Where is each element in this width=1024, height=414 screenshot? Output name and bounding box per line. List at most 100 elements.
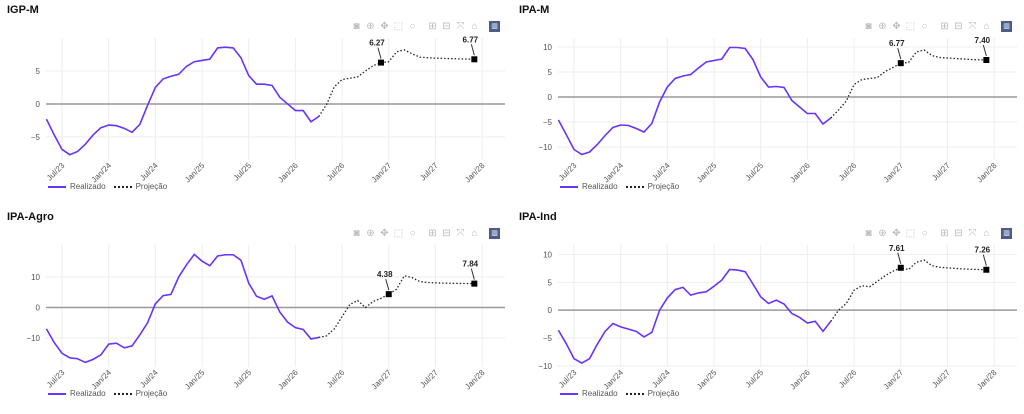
y-tick-label: 10 [543, 43, 552, 52]
plot-area[interactable]: Jul/23 Jan/24 Jul/24 Jan/25 Jul/25 Jan/26 Jul/… [512, 207, 1024, 414]
x-tick-label: Jan/24 [90, 368, 114, 392]
camera-icon[interactable]: ◙ [865, 21, 872, 32]
x-tick-label: Jul/24 [650, 368, 672, 390]
autoscale-icon[interactable]: ⤧ [456, 228, 465, 239]
annotation-label: 4.38 [377, 270, 393, 279]
legend-swatch-realized [48, 185, 66, 188]
camera-icon[interactable]: ◙ [353, 21, 360, 32]
chart-panel-igp-m: Jul/23 Jan/24 Jul/24 Jan/25 Jul/25 Jan/26 Jul/… [0, 0, 512, 207]
zoom-icon[interactable]: ⊕ [366, 21, 375, 32]
autoscale-icon[interactable]: ⤧ [968, 21, 977, 32]
lasso-icon[interactable]: ○ [921, 21, 928, 32]
pan-icon[interactable]: ✥ [380, 21, 389, 32]
pan-icon[interactable]: ✥ [892, 21, 901, 32]
annotation-marker [471, 280, 478, 287]
autoscale-icon[interactable]: ⤧ [456, 21, 465, 32]
box-select-icon[interactable]: ⬚ [393, 21, 404, 32]
box-select-icon[interactable]: ⬚ [393, 228, 404, 239]
y-tick-label: −10 [26, 334, 40, 343]
zoom-in-icon[interactable]: ⊞ [428, 21, 437, 32]
legend: Realizado Projeção [560, 389, 679, 398]
chart-title: IPA-M [519, 4, 550, 16]
legend-realized[interactable]: Realizado [582, 182, 618, 191]
x-tick-label: Jan/26 [788, 368, 812, 392]
x-tick-label: Jul/25 [744, 368, 766, 390]
x-tick-label: Jan/27 [882, 161, 906, 185]
x-tick-label: Jul/27 [418, 161, 440, 183]
legend-realized[interactable]: Realizado [70, 389, 106, 398]
lasso-icon[interactable]: ○ [921, 228, 928, 239]
x-tick-label: Jan/26 [788, 161, 812, 185]
home-icon[interactable]: ⌂ [983, 21, 990, 32]
annotation-arrow [982, 44, 987, 57]
x-tick-label: Jan/24 [602, 161, 626, 185]
plot-area[interactable]: Jul/23 Jan/24 Jul/24 Jan/25 Jul/25 Jan/26 Jul/… [0, 207, 512, 414]
legend-projection[interactable]: Projeção [647, 182, 680, 191]
plotly-logo-icon[interactable]: ▥ [489, 21, 500, 32]
x-tick-label: Jul/23 [45, 161, 67, 183]
plotly-logo-icon[interactable]: ▥ [489, 228, 500, 239]
legend-realized[interactable]: Realizado [70, 182, 106, 191]
legend-projection[interactable]: Projeção [135, 182, 168, 191]
legend-projection[interactable]: Projeção [135, 389, 168, 398]
camera-icon[interactable]: ◙ [353, 228, 360, 239]
annotation-label: 6.77 [889, 39, 905, 48]
x-tick-label: Jan/24 [602, 368, 626, 392]
pan-icon[interactable]: ✥ [380, 228, 389, 239]
y-tick-label: 0 [36, 100, 41, 109]
zoom-out-icon[interactable]: ⊟ [954, 228, 963, 239]
zoom-out-icon[interactable]: ⊟ [442, 21, 451, 32]
x-tick-label: Jan/28 [463, 161, 487, 185]
x-tick-label: Jan/25 [183, 161, 207, 185]
plot-area[interactable]: Jul/23 Jan/24 Jul/24 Jan/25 Jul/25 Jan/26 Jul/… [0, 0, 512, 207]
plotly-logo-icon[interactable]: ▥ [1001, 228, 1012, 239]
zoom-icon[interactable]: ⊕ [878, 21, 887, 32]
lasso-icon[interactable]: ○ [409, 228, 416, 239]
home-icon[interactable]: ⌂ [983, 228, 990, 239]
legend-swatch-projection [625, 392, 644, 395]
annotation-marker [983, 57, 990, 63]
realized-line [45, 253, 319, 364]
autoscale-icon[interactable]: ⤧ [968, 228, 977, 239]
y-tick-label: −10 [538, 143, 552, 152]
annotation-marker [897, 264, 904, 271]
box-select-icon[interactable]: ⬚ [905, 21, 916, 32]
x-tick-label: Jul/24 [650, 161, 672, 183]
zoom-in-icon[interactable]: ⊞ [940, 21, 949, 32]
x-tick-label: Jan/27 [370, 368, 394, 392]
y-tick-label: 0 [548, 306, 553, 315]
camera-icon[interactable]: ◙ [865, 228, 872, 239]
zoom-out-icon[interactable]: ⊟ [954, 21, 963, 32]
home-icon[interactable]: ⌂ [471, 21, 478, 32]
zoom-in-icon[interactable]: ⊞ [428, 228, 437, 239]
x-tick-label: Jan/25 [695, 161, 719, 185]
annotation-arrow [470, 268, 475, 280]
y-tick-label: 0 [548, 93, 553, 102]
zoom-in-icon[interactable]: ⊞ [940, 228, 949, 239]
zoom-out-icon[interactable]: ⊟ [442, 228, 451, 239]
realized-line [45, 46, 320, 156]
x-tick-label: Jul/26 [837, 161, 859, 183]
annotation-arrow [377, 47, 382, 59]
zoom-icon[interactable]: ⊕ [366, 228, 375, 239]
box-select-icon[interactable]: ⬚ [905, 228, 916, 239]
modebar: ◙ ⊕ ✥ ⬚ ○ ⊞ ⊟ ⤧ ⌂ ▥ [351, 228, 500, 239]
legend-realized[interactable]: Realizado [582, 389, 618, 398]
home-icon[interactable]: ⌂ [471, 228, 478, 239]
annotation-marker [385, 291, 392, 298]
projection-line [318, 275, 475, 339]
pan-icon[interactable]: ✥ [892, 228, 901, 239]
legend-projection[interactable]: Projeção [647, 389, 680, 398]
zoom-icon[interactable]: ⊕ [878, 228, 887, 239]
lasso-icon[interactable]: ○ [409, 21, 416, 32]
x-tick-label: Jul/23 [557, 161, 579, 183]
x-tick-label: Jan/28 [975, 368, 999, 392]
legend-swatch-projection [113, 392, 132, 395]
annotation-arrow [470, 44, 475, 56]
plotly-logo-icon[interactable]: ▥ [1001, 21, 1012, 32]
annotation-label: 7.61 [889, 244, 905, 253]
plot-area[interactable]: Jul/23 Jan/24 Jul/24 Jan/25 Jul/25 Jan/26 Jul/… [512, 0, 1024, 207]
annotation-label: 7.40 [975, 36, 991, 45]
legend-swatch-realized [560, 185, 578, 188]
x-tick-label: Jan/28 [975, 161, 999, 185]
